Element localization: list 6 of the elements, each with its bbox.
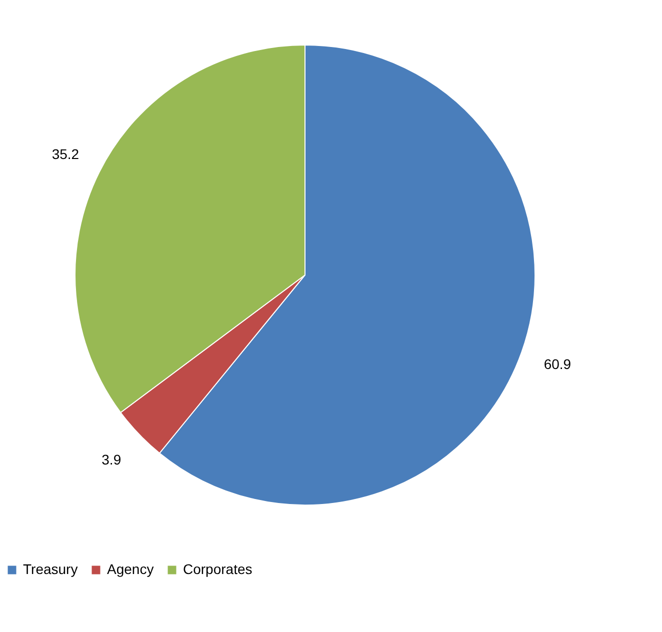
data-label: 60.9 — [544, 356, 572, 372]
legend-label: Agency — [107, 561, 154, 577]
data-label: 3.9 — [102, 451, 122, 468]
legend-label: Corporates — [183, 561, 252, 577]
data-label: 35.2 — [52, 146, 80, 162]
legend-label: Treasury — [23, 561, 78, 577]
